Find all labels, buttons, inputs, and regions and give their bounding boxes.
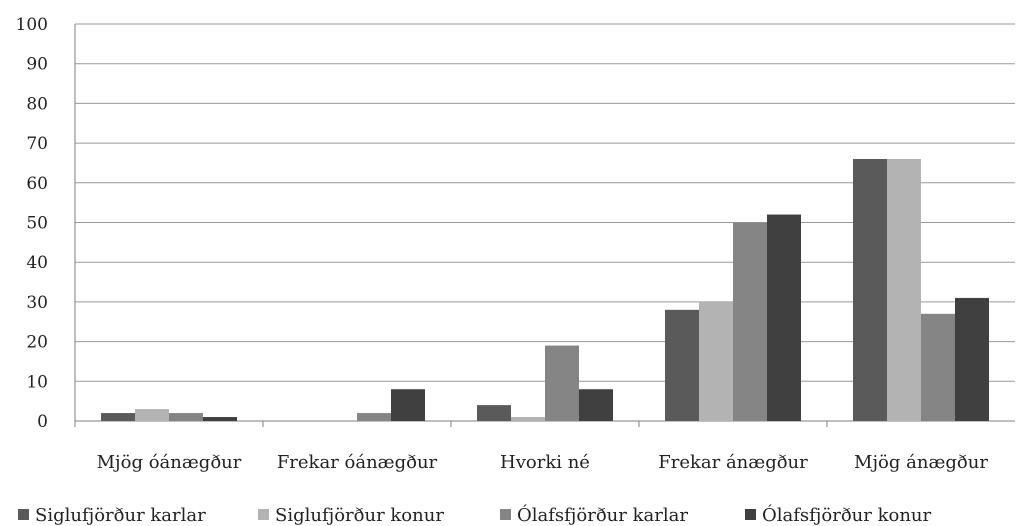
- y-tick-label: 70: [26, 134, 48, 154]
- category-label: Hvorki né: [500, 452, 590, 473]
- y-tick-label: 30: [26, 293, 48, 313]
- y-tick-label: 20: [26, 333, 48, 353]
- y-tick-label: 40: [26, 253, 48, 273]
- y-axis-ticks: 0 10 20 30 40 50 60 70 80 90 100: [16, 15, 48, 432]
- bar: [853, 158, 887, 422]
- y-tick-label: 80: [26, 94, 48, 114]
- bar: [169, 413, 203, 421]
- legend-swatch: [745, 509, 756, 520]
- bar: [135, 409, 169, 421]
- y-tick-label: 60: [26, 174, 48, 194]
- legend-label: Ólafsfjörður konur: [762, 503, 932, 526]
- bar: [921, 313, 955, 421]
- bar: [101, 413, 135, 421]
- legend-label: Ólafsfjörður karlar: [517, 503, 688, 526]
- category-label: Frekar óánægður: [277, 452, 438, 473]
- bar: [699, 301, 733, 421]
- category-label: Mjög óánægður: [97, 452, 242, 473]
- bar: [733, 222, 767, 421]
- bar: [665, 309, 699, 421]
- y-tick-label: 0: [37, 412, 48, 432]
- bar: [203, 417, 237, 421]
- y-tick-label: 100: [16, 15, 48, 35]
- bar: [955, 297, 989, 421]
- y-tick-label: 10: [26, 372, 48, 392]
- bar: [391, 389, 425, 421]
- bar: [477, 405, 511, 421]
- legend-label: Siglufjörður konur: [275, 505, 444, 526]
- legend-label: Siglufjörður karlar: [35, 505, 206, 526]
- bar: [887, 158, 921, 422]
- bar: [579, 389, 613, 421]
- y-tick-label: 50: [26, 214, 48, 234]
- y-tick-label: 90: [26, 55, 48, 75]
- bar: [357, 413, 391, 421]
- legend-swatch: [500, 509, 511, 520]
- category-label: Frekar ánægður: [658, 452, 808, 473]
- bar: [511, 417, 545, 421]
- legend-swatch: [258, 509, 269, 520]
- gridlines: [74, 23, 1015, 422]
- category-label: Mjög ánægður: [854, 452, 988, 473]
- bar: [545, 345, 579, 421]
- legend: Siglufjörður karlar Siglufjörður konur Óla…: [18, 503, 932, 526]
- bar: [767, 214, 801, 421]
- legend-swatch: [18, 509, 29, 520]
- x-axis-categories: Mjög óánægður Frekar óánægður Hvorki né Fre…: [74, 421, 988, 473]
- bars: [101, 158, 989, 422]
